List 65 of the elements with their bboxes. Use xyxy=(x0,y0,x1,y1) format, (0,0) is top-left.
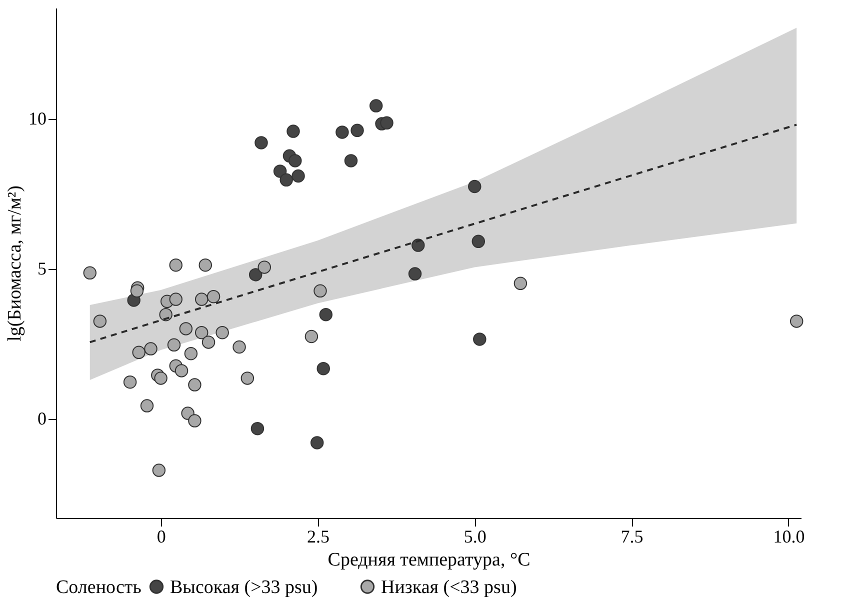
point xyxy=(194,292,208,306)
point xyxy=(292,169,305,183)
point xyxy=(344,154,358,168)
point xyxy=(468,180,482,194)
point xyxy=(123,375,137,389)
point xyxy=(472,234,486,248)
y-tick-label: 10 xyxy=(28,108,46,128)
point xyxy=(369,99,383,112)
y-tick-label: 5 xyxy=(38,258,46,278)
point xyxy=(286,124,300,138)
point xyxy=(206,290,220,304)
x-axis-title: Средняя температура, °C xyxy=(328,550,530,570)
x-tick-label: 10.0 xyxy=(773,526,805,546)
point xyxy=(280,173,293,187)
point xyxy=(194,326,208,340)
point xyxy=(316,362,330,376)
y-axis-title: lg(Биомасса, мг/м²) xyxy=(4,186,26,342)
point xyxy=(130,284,144,298)
legend-title: Соленость xyxy=(56,577,142,598)
point xyxy=(179,322,193,336)
point xyxy=(319,308,333,322)
point xyxy=(167,338,181,352)
point xyxy=(473,332,486,346)
point xyxy=(174,364,188,378)
point xyxy=(288,154,302,168)
x-tick-label: 2.5 xyxy=(306,526,330,546)
point xyxy=(169,258,182,272)
point xyxy=(273,164,287,178)
x-tick-label: 0 xyxy=(156,526,166,546)
x-tick-label: 7.5 xyxy=(620,526,644,546)
point xyxy=(314,284,327,298)
point xyxy=(232,340,246,354)
point xyxy=(254,136,268,150)
point xyxy=(258,260,271,274)
point xyxy=(350,124,364,138)
point xyxy=(248,268,262,282)
point xyxy=(152,464,166,477)
point xyxy=(93,314,107,328)
point xyxy=(790,314,804,328)
point xyxy=(132,346,146,360)
point xyxy=(83,266,97,280)
point xyxy=(154,372,168,385)
point xyxy=(184,346,198,360)
point xyxy=(240,372,254,385)
point xyxy=(188,378,202,392)
point xyxy=(336,126,349,139)
point xyxy=(514,276,528,290)
point xyxy=(188,414,202,428)
point xyxy=(310,436,324,450)
point xyxy=(412,238,425,252)
point xyxy=(380,116,394,130)
point xyxy=(198,258,212,272)
point xyxy=(140,399,154,412)
line-series xyxy=(88,124,798,344)
y-tick-label: 0 xyxy=(38,408,46,428)
point xyxy=(250,422,264,436)
point xyxy=(169,292,182,306)
legend-label: Высокая (>33 psu) xyxy=(170,576,318,598)
legend-label: Низкая (<33 psu) xyxy=(381,576,517,598)
point xyxy=(216,326,229,340)
point xyxy=(408,267,422,280)
point xyxy=(202,336,216,349)
point xyxy=(304,330,318,344)
point xyxy=(144,342,158,356)
x-tick-label: 5.0 xyxy=(464,526,486,546)
